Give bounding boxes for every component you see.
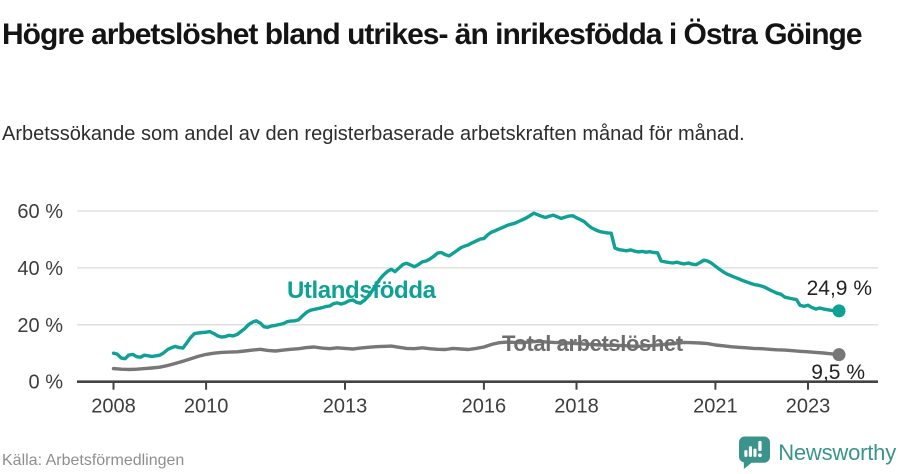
x-tick-label-2023: 2023 [786, 396, 831, 418]
series-label-utlandsfodda: Utlandsfödda [287, 277, 436, 304]
x-tick-label-2008: 2008 [91, 396, 136, 418]
series-label-total-arbetsloshet: Total arbetslöshet [502, 331, 683, 356]
newsworthy-bubble-chart-icon [739, 436, 771, 469]
x-tick-label-2013: 2013 [323, 396, 368, 418]
source-note: Källa: Arbetsförmedlingen [2, 452, 185, 469]
page-title: Högre arbetslöshet bland utrikes- än inr… [2, 18, 863, 52]
x-tick-label-2016: 2016 [462, 396, 507, 418]
end-value-utlandsfodda: 24,9 % [806, 277, 872, 300]
y-tick-label-40: 40 % [17, 258, 63, 280]
line-utlandsf-dda [111, 211, 841, 361]
page-subtitle: Arbetssökande som andel av den registerb… [2, 123, 745, 145]
y-tick-label-20: 20 % [17, 315, 63, 337]
end-dot-utlandsf-dda [832, 304, 846, 318]
x-tick-label-2018: 2018 [554, 396, 599, 418]
y-tick-label-0: 0 % [29, 372, 64, 394]
x-tick-label-2010: 2010 [184, 396, 229, 418]
newsworthy-wordmark: Newsworthy [778, 440, 896, 465]
line-total-arbetsl-shet [111, 339, 841, 372]
newsworthy-logo[interactable]: Newsworthy [739, 436, 896, 470]
end-dot-total-arbetsl-shet [832, 348, 846, 362]
x-tick-label-2021: 2021 [693, 396, 738, 418]
y-tick-label-60: 60 % [17, 201, 63, 223]
end-value-total-arbetsloshet: 9,5 % [811, 361, 865, 384]
